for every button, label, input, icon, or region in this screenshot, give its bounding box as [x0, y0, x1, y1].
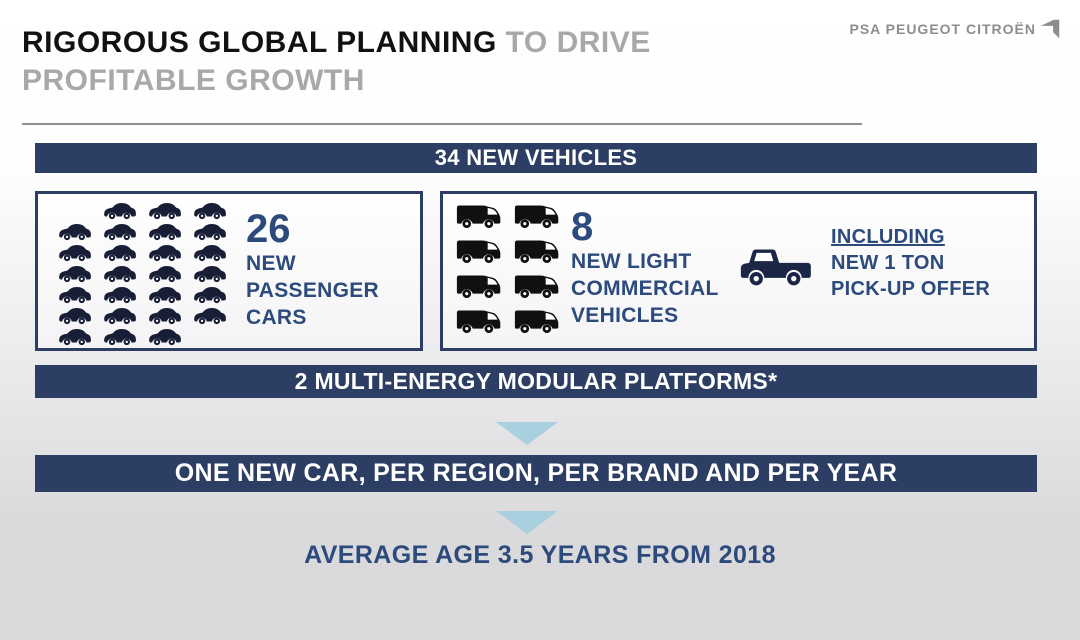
car-icon [99, 326, 144, 347]
car-icon [99, 284, 144, 305]
car-icon [144, 200, 189, 221]
down-arrow-icon [496, 422, 558, 445]
passenger-cars-box: 26 NEW PASSENGER CARS [35, 191, 423, 351]
commercial-vehicles-box: 8 NEW LIGHT COMMERCIAL VEHICLES INCLUDIN… [440, 191, 1037, 351]
passenger-cars-text: 26 NEW PASSENGER CARS [246, 208, 379, 331]
van-icon [455, 235, 513, 270]
title-divider [22, 123, 862, 125]
van-icon [513, 200, 571, 235]
car-icon [189, 305, 234, 326]
car-icon [144, 326, 189, 347]
car-icon [189, 200, 234, 221]
commercial-text: 8 NEW LIGHT COMMERCIAL VEHICLES [571, 206, 719, 329]
car-icon [99, 305, 144, 326]
car-icon [54, 305, 99, 326]
car-icon [144, 263, 189, 284]
banner-one-new-car: ONE NEW CAR, PER REGION, PER BRAND AND P… [35, 455, 1037, 492]
car-icon [54, 263, 99, 284]
car-icon [189, 263, 234, 284]
car-icon [54, 326, 99, 347]
psa-logo: PSA PEUGEOT CITROËN [849, 18, 1060, 40]
title-line2: PROFITABLE GROWTH [22, 64, 365, 97]
van-icon [455, 305, 513, 340]
passenger-label-1: NEW [246, 252, 296, 275]
passenger-label-2: PASSENGER [246, 279, 380, 302]
pickup-truck-icon [735, 240, 815, 299]
commercial-count: 8 [571, 205, 594, 249]
page-title: RIGOROUS GLOBAL PLANNING TO DRIVE PROFIT… [22, 24, 651, 100]
title-light: TO DRIVE [496, 26, 651, 59]
car-icon [189, 221, 234, 242]
van-icon [455, 270, 513, 305]
title-strong: RIGOROUS GLOBAL PLANNING [22, 26, 497, 59]
van-icon [455, 200, 513, 235]
car-icon [189, 284, 234, 305]
car-icon [99, 200, 144, 221]
including-line-3: PICK-UP OFFER [831, 278, 991, 300]
car-icon [144, 305, 189, 326]
pickup-offer-text: INCLUDING NEW 1 TON PICK-UP OFFER [831, 224, 990, 302]
including-line-1: INCLUDING [831, 226, 945, 248]
passenger-count: 26 [246, 207, 291, 251]
van-grid [455, 200, 571, 340]
car-icon [144, 242, 189, 263]
down-arrow-icon [496, 511, 558, 534]
car-icon [99, 263, 144, 284]
car-icon [189, 242, 234, 263]
banner-34-new-vehicles: 34 NEW VEHICLES [35, 143, 1037, 173]
car-grid [54, 200, 234, 347]
car-icon [144, 221, 189, 242]
car-icon [54, 242, 99, 263]
commercial-label-3: VEHICLES [571, 304, 679, 327]
average-age-text: AVERAGE AGE 3.5 YEARS FROM 2018 [304, 541, 776, 569]
car-icon [144, 284, 189, 305]
banner-platforms: 2 MULTI-ENERGY MODULAR PLATFORMS* [35, 365, 1037, 398]
psa-logo-mark-icon [1040, 19, 1060, 39]
passenger-label-3: CARS [246, 306, 307, 329]
commercial-label-2: COMMERCIAL [571, 277, 719, 300]
van-icon [513, 305, 571, 340]
psa-logo-text: PSA PEUGEOT CITROËN [849, 21, 1036, 37]
car-icon [99, 221, 144, 242]
van-icon [513, 235, 571, 270]
including-line-2: NEW 1 TON [831, 252, 945, 274]
car-icon [99, 242, 144, 263]
car-icon [54, 284, 99, 305]
commercial-label-1: NEW LIGHT [571, 250, 692, 273]
car-icon [54, 221, 99, 242]
van-icon [513, 270, 571, 305]
